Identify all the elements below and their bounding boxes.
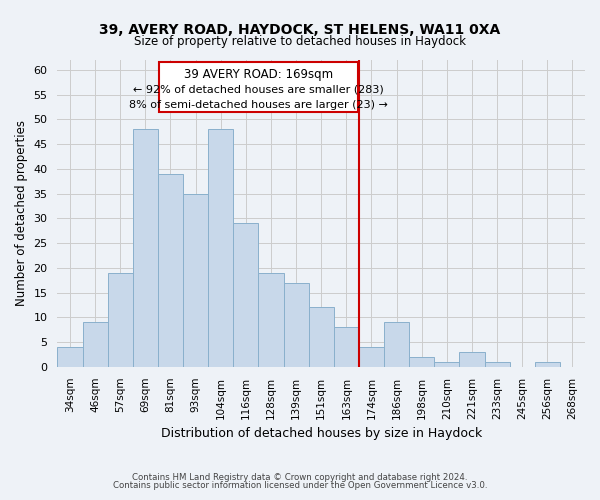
Text: ← 92% of detached houses are smaller (283): ← 92% of detached houses are smaller (28… [133, 84, 384, 94]
X-axis label: Distribution of detached houses by size in Haydock: Distribution of detached houses by size … [161, 427, 482, 440]
Bar [434, 362, 460, 367]
Text: 39, AVERY ROAD, HAYDOCK, ST HELENS, WA11 0XA: 39, AVERY ROAD, HAYDOCK, ST HELENS, WA11… [100, 22, 500, 36]
Bar [308, 308, 334, 367]
Bar [83, 322, 107, 367]
Bar [359, 347, 384, 367]
Text: 39 AVERY ROAD: 169sqm: 39 AVERY ROAD: 169sqm [184, 68, 333, 82]
Text: Size of property relative to detached houses in Haydock: Size of property relative to detached ho… [134, 35, 466, 48]
Y-axis label: Number of detached properties: Number of detached properties [15, 120, 28, 306]
Bar [159, 62, 358, 112]
Bar [158, 174, 183, 367]
Text: Contains HM Land Registry data © Crown copyright and database right 2024.: Contains HM Land Registry data © Crown c… [132, 472, 468, 482]
Text: 8% of semi-detached houses are larger (23) →: 8% of semi-detached houses are larger (2… [129, 100, 388, 110]
Bar [409, 357, 434, 367]
Bar [133, 130, 158, 367]
Bar [259, 273, 284, 367]
Bar [460, 352, 485, 367]
Bar [233, 224, 259, 367]
Bar [334, 327, 359, 367]
Bar [183, 194, 208, 367]
Bar [107, 273, 133, 367]
Bar [485, 362, 509, 367]
Text: Contains public sector information licensed under the Open Government Licence v3: Contains public sector information licen… [113, 482, 487, 490]
Bar [208, 130, 233, 367]
Bar [384, 322, 409, 367]
Bar [535, 362, 560, 367]
Bar [58, 347, 83, 367]
Bar [284, 282, 308, 367]
